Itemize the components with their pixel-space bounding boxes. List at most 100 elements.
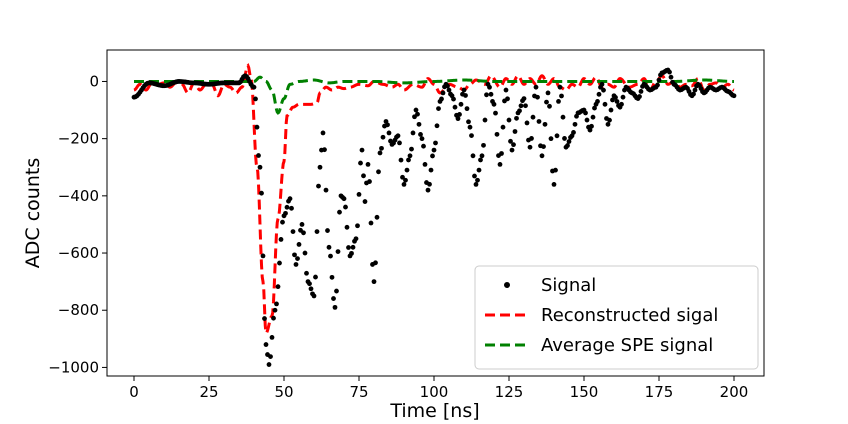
data-point bbox=[284, 204, 290, 210]
x-tick-label: 100 bbox=[420, 383, 449, 401]
data-point bbox=[329, 274, 335, 280]
data-point bbox=[403, 177, 408, 183]
x-tick-label: 150 bbox=[570, 383, 599, 401]
data-point bbox=[328, 253, 333, 259]
data-point bbox=[376, 169, 381, 175]
data-point bbox=[266, 362, 272, 367]
data-point bbox=[301, 230, 306, 236]
data-point bbox=[260, 253, 266, 259]
data-point bbox=[445, 83, 450, 89]
series-line bbox=[133, 62, 735, 337]
data-point bbox=[386, 130, 392, 136]
data-point bbox=[308, 286, 314, 292]
data-point bbox=[655, 82, 660, 88]
data-point bbox=[428, 167, 434, 173]
data-point bbox=[422, 161, 428, 167]
data-point bbox=[508, 138, 513, 144]
data-point bbox=[350, 244, 356, 250]
data-point bbox=[397, 140, 402, 146]
data-point bbox=[541, 144, 546, 149]
data-point bbox=[620, 94, 626, 100]
data-point bbox=[401, 182, 407, 187]
data-point bbox=[487, 84, 492, 90]
data-point bbox=[731, 93, 737, 99]
data-point bbox=[259, 190, 264, 196]
data-point bbox=[337, 209, 342, 215]
data-point bbox=[458, 101, 464, 107]
data-point bbox=[427, 181, 432, 187]
data-point bbox=[583, 110, 588, 116]
data-point bbox=[290, 229, 296, 234]
data-point bbox=[359, 147, 365, 153]
y-tick-label: −400 bbox=[58, 187, 99, 205]
y-axis: −1000 −800 −600 −400 −200 0 bbox=[48, 72, 107, 376]
data-point bbox=[317, 164, 323, 170]
data-point bbox=[341, 196, 347, 202]
data-point bbox=[278, 237, 284, 242]
data-point bbox=[514, 115, 519, 121]
data-point bbox=[523, 103, 528, 109]
plot-frame bbox=[106, 49, 765, 377]
data-point bbox=[334, 288, 339, 294]
data-point bbox=[256, 153, 261, 158]
data-point bbox=[434, 123, 440, 129]
data-point bbox=[452, 104, 458, 110]
data-point bbox=[440, 90, 446, 96]
data-point bbox=[283, 210, 288, 216]
data-point bbox=[512, 129, 518, 134]
data-point bbox=[455, 116, 461, 122]
data-point bbox=[599, 81, 605, 87]
data-point bbox=[482, 117, 488, 123]
data-point bbox=[436, 106, 441, 111]
data-point bbox=[503, 87, 509, 93]
series-reconstructed-sigal bbox=[133, 62, 735, 337]
y-tick-label: 0 bbox=[89, 72, 99, 90]
data-point bbox=[263, 342, 269, 347]
data-point bbox=[548, 136, 554, 142]
data-point bbox=[511, 142, 516, 148]
x-tick-label: 175 bbox=[645, 383, 674, 401]
legend-marker bbox=[504, 282, 510, 288]
data-point bbox=[530, 114, 536, 120]
series-layer bbox=[131, 62, 737, 367]
data-point bbox=[565, 143, 570, 148]
x-tick-label: 75 bbox=[349, 383, 368, 401]
data-point bbox=[400, 174, 405, 180]
series-signal bbox=[131, 67, 737, 367]
data-point bbox=[302, 250, 308, 256]
data-point bbox=[481, 142, 486, 148]
data-point bbox=[371, 279, 377, 285]
x-tick-label: 200 bbox=[720, 383, 749, 401]
data-point bbox=[614, 99, 620, 104]
y-tick-label: −600 bbox=[58, 244, 99, 262]
data-point bbox=[533, 84, 539, 90]
y-tick-label: −800 bbox=[58, 301, 99, 319]
data-point bbox=[473, 182, 479, 187]
data-point bbox=[476, 167, 482, 173]
data-point bbox=[322, 147, 327, 153]
data-point bbox=[553, 167, 558, 173]
data-point bbox=[560, 114, 566, 120]
data-point bbox=[587, 127, 593, 133]
data-point bbox=[596, 91, 602, 97]
x-axis-label: Time [ns] bbox=[389, 400, 479, 422]
data-point bbox=[395, 133, 401, 139]
data-point bbox=[461, 87, 467, 93]
legend-frame bbox=[474, 265, 759, 370]
data-point bbox=[356, 192, 362, 197]
data-point bbox=[521, 96, 527, 102]
data-point bbox=[326, 244, 332, 250]
data-point bbox=[517, 108, 522, 114]
data-point bbox=[592, 105, 597, 111]
data-point bbox=[421, 143, 426, 149]
data-point bbox=[499, 151, 504, 156]
data-point bbox=[295, 256, 300, 262]
data-point bbox=[493, 110, 498, 116]
data-point bbox=[439, 96, 444, 102]
data-point bbox=[262, 316, 267, 321]
data-point bbox=[268, 354, 273, 359]
data-point bbox=[451, 96, 456, 102]
data-point bbox=[613, 95, 618, 100]
y-axis-label: ADC counts bbox=[22, 158, 44, 268]
data-point bbox=[419, 136, 425, 142]
